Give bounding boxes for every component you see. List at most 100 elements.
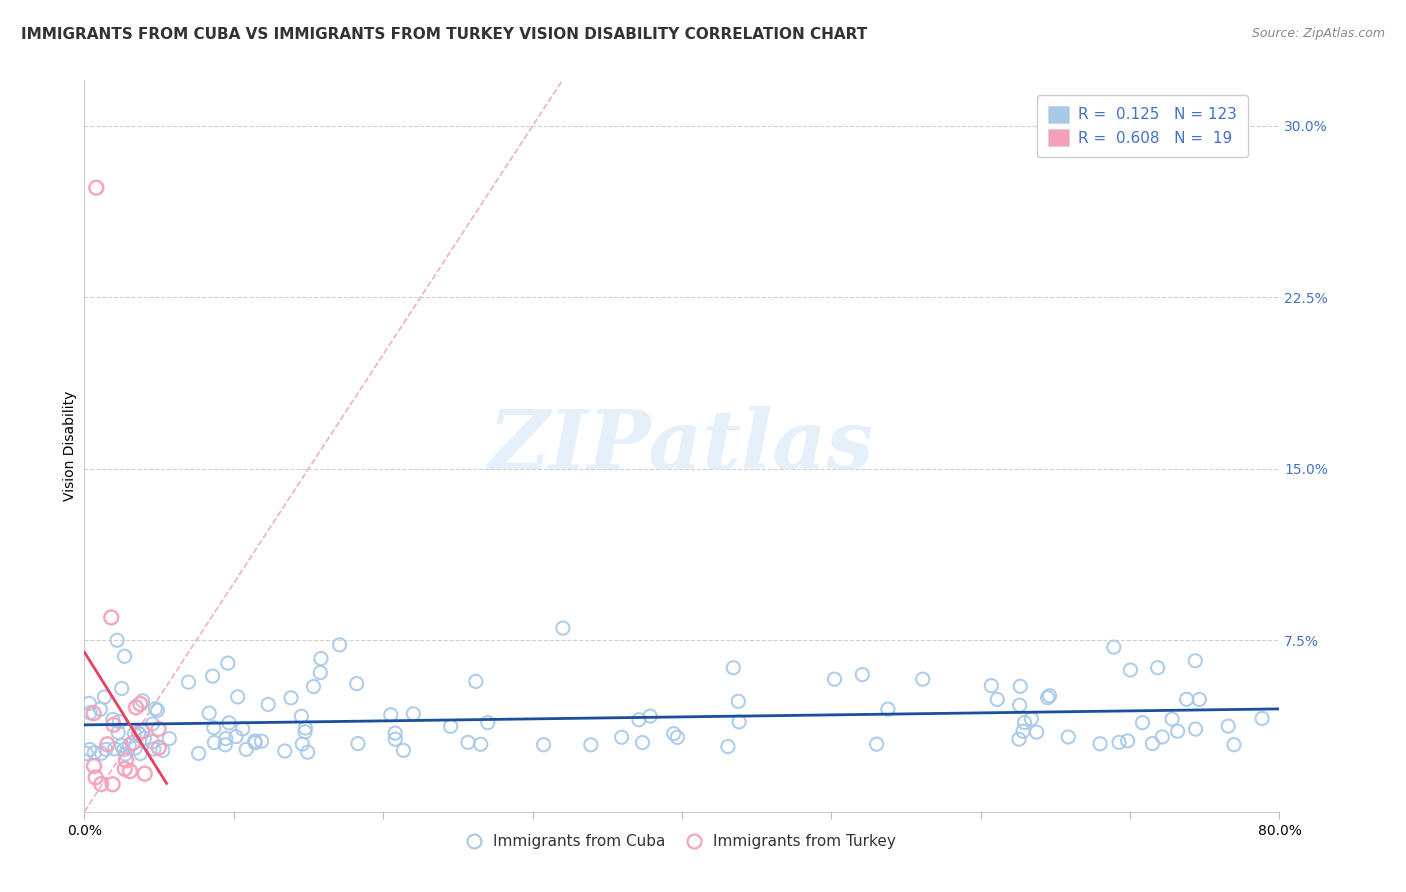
- Point: [631, 735, 654, 749]
- Point: [202, 721, 225, 735]
- Point: [90, 777, 112, 791]
- Point: [1008, 698, 1031, 713]
- Point: [83, 746, 105, 760]
- Point: [1036, 690, 1059, 705]
- Point: [218, 715, 240, 730]
- Point: [96, 737, 118, 751]
- Point: [127, 726, 149, 740]
- Point: [728, 714, 751, 729]
- Point: [666, 731, 689, 745]
- Point: [470, 737, 492, 751]
- Point: [128, 727, 150, 741]
- Point: [280, 690, 302, 705]
- Point: [384, 726, 406, 740]
- Point: [1184, 654, 1206, 668]
- Point: [111, 739, 134, 753]
- Point: [104, 742, 127, 756]
- Point: [103, 718, 125, 732]
- Point: [232, 722, 254, 736]
- Point: [723, 661, 745, 675]
- Point: [148, 740, 170, 755]
- Point: [105, 633, 128, 648]
- Point: [717, 739, 740, 754]
- Point: [662, 726, 685, 740]
- Point: [245, 736, 267, 750]
- Point: [79, 742, 101, 756]
- Point: [297, 745, 319, 759]
- Point: [1184, 722, 1206, 736]
- Point: [124, 741, 146, 756]
- Point: [1175, 692, 1198, 706]
- Point: [1132, 715, 1154, 730]
- Point: [402, 706, 425, 721]
- Point: [294, 721, 316, 735]
- Point: [84, 771, 107, 785]
- Point: [824, 672, 846, 686]
- Point: [457, 735, 479, 749]
- Point: [1251, 711, 1274, 725]
- Point: [243, 734, 266, 748]
- Point: [202, 735, 225, 749]
- Point: [79, 706, 101, 720]
- Point: [579, 738, 602, 752]
- Point: [1152, 730, 1174, 744]
- Point: [1167, 724, 1189, 739]
- Point: [141, 735, 163, 749]
- Point: [533, 738, 555, 752]
- Point: [638, 709, 661, 723]
- Point: [177, 675, 200, 690]
- Point: [187, 747, 209, 761]
- Text: Source: ZipAtlas.com: Source: ZipAtlas.com: [1251, 27, 1385, 40]
- Point: [392, 743, 415, 757]
- Point: [215, 731, 238, 746]
- Point: [134, 731, 156, 746]
- Point: [83, 706, 105, 721]
- Point: [101, 777, 124, 791]
- Point: [141, 717, 163, 731]
- Point: [114, 649, 136, 664]
- Point: [727, 694, 749, 708]
- Point: [157, 731, 180, 746]
- Point: [83, 759, 105, 773]
- Point: [1038, 689, 1060, 703]
- Point: [131, 724, 153, 739]
- Point: [1014, 715, 1036, 730]
- Point: [1218, 719, 1240, 733]
- Point: [1025, 725, 1047, 739]
- Point: [129, 697, 152, 711]
- Point: [143, 702, 166, 716]
- Point: [347, 737, 370, 751]
- Point: [75, 747, 97, 761]
- Point: [90, 746, 112, 760]
- Point: [329, 638, 352, 652]
- Point: [217, 656, 239, 670]
- Point: [1088, 737, 1111, 751]
- Point: [118, 738, 141, 752]
- Point: [1057, 730, 1080, 744]
- Point: [198, 706, 221, 720]
- Point: [302, 680, 325, 694]
- Point: [291, 737, 314, 751]
- Point: [134, 766, 156, 780]
- Point: [1116, 734, 1139, 748]
- Point: [464, 674, 486, 689]
- Point: [384, 732, 406, 747]
- Point: [610, 731, 633, 745]
- Point: [79, 696, 101, 710]
- Point: [111, 681, 134, 696]
- Point: [114, 762, 136, 776]
- Point: [1119, 663, 1142, 677]
- Point: [124, 727, 146, 741]
- Point: [290, 709, 312, 723]
- Point: [118, 764, 141, 778]
- Point: [440, 719, 463, 733]
- Point: [129, 747, 152, 761]
- Point: [477, 715, 499, 730]
- Point: [851, 667, 873, 681]
- Point: [986, 692, 1008, 706]
- Point: [94, 742, 117, 756]
- Point: [980, 679, 1002, 693]
- Point: [876, 702, 898, 716]
- Legend: Immigrants from Cuba, Immigrants from Turkey: Immigrants from Cuba, Immigrants from Tu…: [463, 828, 901, 855]
- Text: IMMIGRANTS FROM CUBA VS IMMIGRANTS FROM TURKEY VISION DISABILITY CORRELATION CHA: IMMIGRANTS FROM CUBA VS IMMIGRANTS FROM …: [21, 27, 868, 42]
